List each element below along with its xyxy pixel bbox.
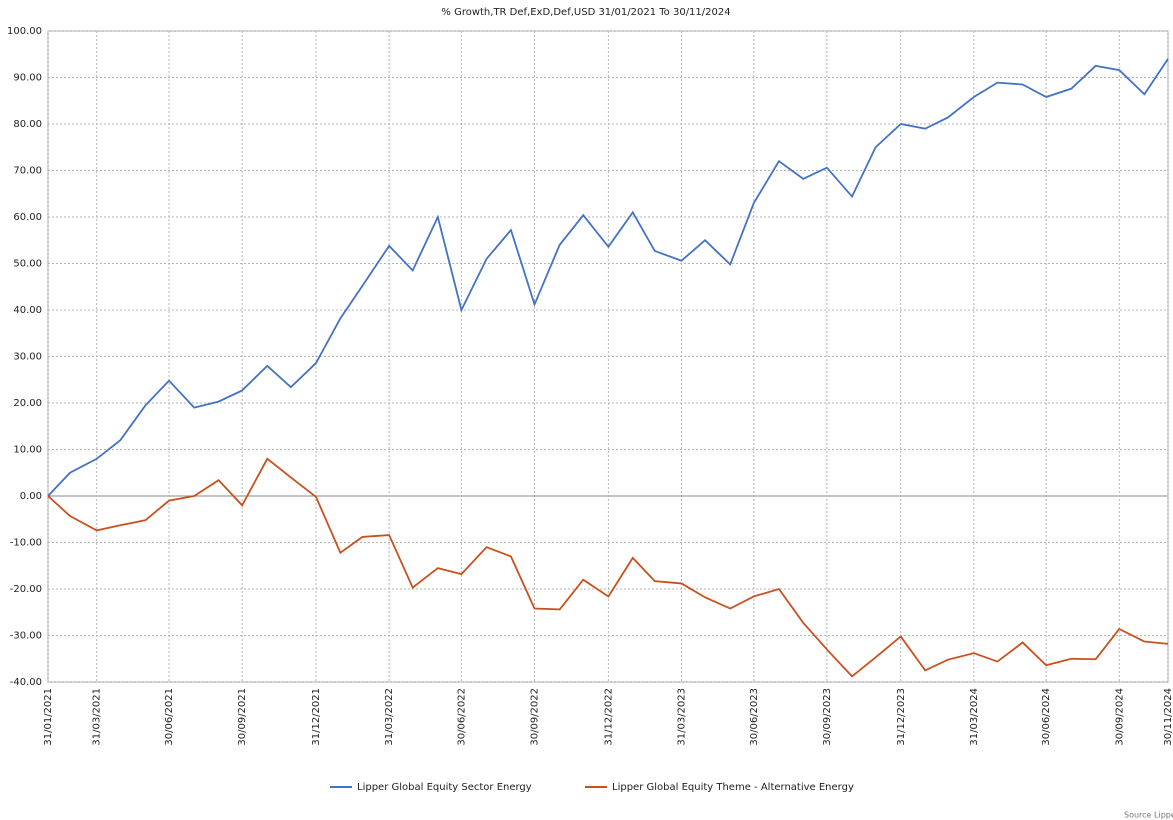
x-tick-label: 31/01/2021 bbox=[43, 688, 54, 746]
x-tick-label: 31/12/2023 bbox=[896, 688, 907, 746]
x-tick-label: 31/03/2022 bbox=[384, 688, 395, 746]
y-tick-label: 80.00 bbox=[13, 119, 42, 130]
y-tick-label: 0.00 bbox=[20, 491, 42, 502]
y-tick-label: 20.00 bbox=[13, 398, 42, 409]
x-tick-label: 30/06/2022 bbox=[456, 688, 467, 746]
x-tick-label: 30/09/2023 bbox=[822, 688, 833, 746]
y-tick-label: 40.00 bbox=[13, 305, 42, 316]
x-tick-label: 30/06/2023 bbox=[749, 688, 760, 746]
y-tick-label: 50.00 bbox=[13, 259, 42, 270]
y-tick-label: -10.00 bbox=[10, 538, 42, 549]
x-tick-label: 30/06/2024 bbox=[1041, 688, 1052, 746]
y-tick-label: 100.00 bbox=[7, 26, 42, 37]
y-tick-label: 10.00 bbox=[13, 445, 42, 456]
x-tick-label: 30/09/2022 bbox=[530, 688, 541, 746]
y-tick-label: 30.00 bbox=[13, 352, 42, 363]
y-tick-label: 90.00 bbox=[13, 73, 42, 84]
y-tick-label: -20.00 bbox=[10, 584, 42, 595]
x-tick-label: 31/12/2022 bbox=[603, 688, 614, 746]
x-tick-label: 31/03/2021 bbox=[92, 688, 103, 746]
legend-label: Lipper Global Equity Sector Energy bbox=[357, 782, 532, 793]
legend-label: Lipper Global Equity Theme - Alternative… bbox=[612, 782, 854, 793]
series-line bbox=[47, 58, 1169, 497]
x-tick-label: 30/09/2021 bbox=[237, 688, 248, 746]
x-tick-label: 31/12/2021 bbox=[311, 688, 322, 746]
x-tick-label: 30/09/2024 bbox=[1114, 688, 1125, 746]
x-tick-label: 30/06/2021 bbox=[164, 688, 175, 746]
x-tick-label: 31/03/2024 bbox=[969, 688, 980, 746]
chart-title: % Growth,TR Def,ExD,Def,USD 31/01/2021 T… bbox=[441, 7, 730, 18]
source-note: Source Lipper bbox=[1124, 811, 1173, 820]
y-tick-label: 60.00 bbox=[13, 212, 42, 223]
y-tick-label: -30.00 bbox=[10, 631, 42, 642]
x-tick-label: 30/11/2024 bbox=[1163, 688, 1173, 746]
y-tick-label: 70.00 bbox=[13, 166, 42, 177]
x-tick-label: 31/03/2023 bbox=[676, 688, 687, 746]
series-line bbox=[47, 457, 1169, 678]
y-tick-label: -40.00 bbox=[10, 677, 42, 688]
